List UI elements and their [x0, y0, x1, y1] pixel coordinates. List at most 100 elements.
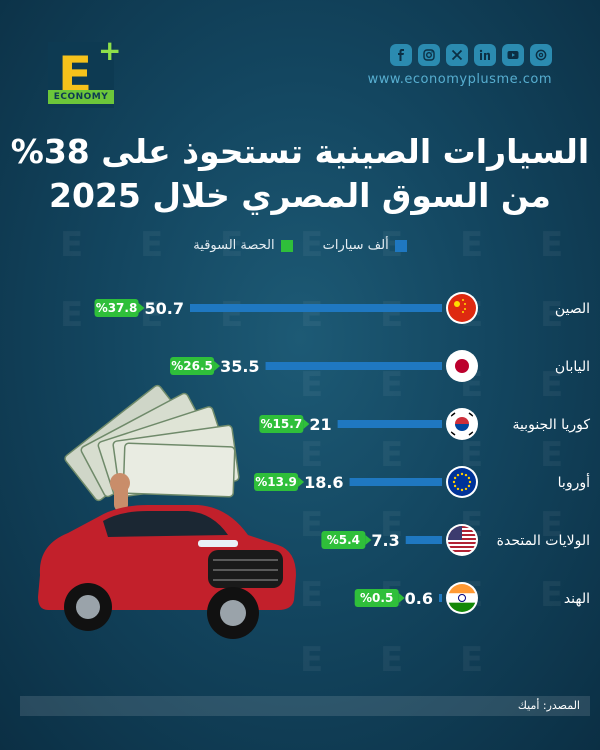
value-label: 0.6: [405, 589, 433, 608]
share-badge-box: [321, 531, 366, 549]
watermark-logo: E: [60, 295, 84, 335]
country-label: الهند: [564, 591, 590, 607]
title-line-2: من السوق المصري خلال 2025: [48, 176, 551, 215]
watermark-logo: E: [300, 575, 324, 615]
share-label: %5.4: [327, 533, 360, 547]
watermark-logo: E: [540, 435, 564, 475]
x-icon[interactable]: [446, 44, 468, 66]
china-flag-icon: [448, 294, 476, 322]
value-label: 18.6: [304, 473, 343, 492]
share-badge: %13.9: [254, 473, 305, 491]
watermark-logo: E: [300, 505, 324, 545]
page-title: السيارات الصينية تستحوذ على 38% من السوق…: [0, 130, 600, 218]
share-badge-pointer: [398, 593, 405, 603]
share-badge: %15.7: [259, 415, 310, 433]
website-url[interactable]: www.economyplusme.com: [367, 72, 552, 87]
share-badge-box: [94, 299, 139, 317]
instagram-icon[interactable]: [418, 44, 440, 66]
source-note: المصدر: أميك: [517, 699, 580, 712]
brand-logo[interactable]: E + ECONOMY: [48, 34, 121, 108]
logo-band: ECONOMY: [48, 90, 114, 104]
value-label: 21: [309, 415, 331, 434]
car-money-illustration: [38, 384, 296, 639]
bar: [349, 478, 442, 486]
chart-row: 0.6 %0.5 الهند: [354, 582, 590, 614]
social-links: [390, 44, 552, 66]
footer-bar: المصدر: أميك: [20, 696, 590, 716]
legend-label-units: ألف سيارات: [322, 238, 389, 253]
bar: [190, 304, 442, 312]
usa-flag-icon: [448, 526, 476, 554]
share-badge: %5.4: [321, 531, 372, 549]
watermark-logo: E: [380, 435, 404, 475]
japan-flag-icon: [448, 352, 476, 380]
chart-row: 50.7 %37.8 الصين: [94, 292, 590, 324]
share-badge: %0.5: [354, 589, 405, 607]
share-badge-pointer: [138, 303, 145, 313]
south-korea-flag-icon: [448, 410, 476, 438]
share-label: %0.5: [360, 591, 393, 605]
watermark-logo: E: [540, 505, 564, 545]
bar: [265, 362, 442, 370]
bar: [337, 420, 442, 428]
country-label: الولايات المتحدة: [497, 533, 590, 549]
share-label: %13.9: [255, 475, 297, 489]
chart-row: 21 %15.7 كوريا الجنوبية: [259, 408, 590, 440]
watermark-logo: E: [460, 435, 484, 475]
share-badge-box: [354, 589, 399, 607]
watermark-logo: E: [380, 640, 404, 680]
bar: [405, 536, 442, 544]
country-label: اليابان: [555, 359, 590, 375]
watermark-logo: E: [540, 575, 564, 615]
value-label: 35.5: [220, 357, 259, 376]
watermark-logo: E: [540, 225, 564, 265]
watermark-logo: E: [220, 225, 244, 265]
share-badge-pointer: [214, 361, 221, 371]
watermark-logo: E: [300, 435, 324, 475]
banknotes-icon: [64, 384, 240, 511]
watermark-logo: E: [140, 225, 164, 265]
india-flag-icon: [448, 584, 476, 612]
youtube-icon[interactable]: [502, 44, 524, 66]
eu-flag-icon: [448, 468, 476, 496]
share-badge-box: [259, 415, 304, 433]
value-label: 7.3: [371, 531, 399, 550]
share-label: %37.8: [96, 301, 138, 315]
share-badge-pointer: [298, 477, 305, 487]
facebook-icon[interactable]: [390, 44, 412, 66]
watermark-logo: E: [60, 225, 84, 265]
share-badge-box: [170, 357, 215, 375]
watermark-logo: E: [300, 365, 324, 405]
chart-row: 7.3 %5.4 الولايات المتحدة: [321, 524, 590, 556]
bar: [439, 594, 442, 602]
legend-swatch-share: [280, 239, 293, 252]
chart-row: 35.5 %26.5 اليابان: [170, 350, 590, 382]
watermark-logo: E: [380, 225, 404, 265]
share-badge: %26.5: [170, 357, 221, 375]
country-label: الصين: [555, 301, 590, 317]
chart-row: 18.6 %13.9 أوروبا: [254, 466, 590, 498]
watermark-logo: E: [540, 365, 564, 405]
share-badge: %37.8: [94, 299, 145, 317]
share-badge-box: [254, 473, 299, 491]
logo-plus-icon: +: [98, 34, 122, 67]
share-badge-pointer: [303, 419, 310, 429]
chart-rows: 50.7 %37.8 الصين 35.5 %26.5 اليابان 21 %15.7 كور…: [94, 292, 590, 614]
watermark-logo: E: [300, 640, 324, 680]
legend-label-share: الحصة السوقية: [193, 238, 275, 253]
threads-icon[interactable]: [530, 44, 552, 66]
watermark-logo: E: [540, 295, 564, 335]
share-label: %26.5: [171, 359, 213, 373]
watermark-logo: E: [140, 295, 164, 335]
linkedin-icon[interactable]: [474, 44, 496, 66]
watermark-logo: E: [380, 505, 404, 545]
country-label: كوريا الجنوبية: [512, 417, 590, 433]
watermark-logo: E: [380, 365, 404, 405]
share-label: %15.7: [261, 417, 303, 431]
legend-item-units: ألف سيارات: [323, 238, 407, 253]
legend-swatch-units: [394, 239, 407, 252]
country-label: أوروبا: [558, 473, 590, 491]
chart-legend: ألف سيارات الحصة السوقية: [0, 238, 600, 253]
